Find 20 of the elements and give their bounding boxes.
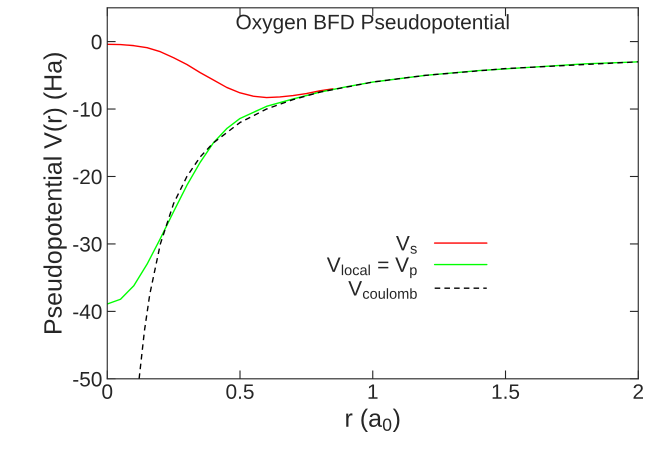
line-series (107, 44, 334, 98)
legend-label: V$_{coulomb}$ (348, 281, 417, 299)
y-tick-label: 0 (92, 34, 102, 50)
x-tick-label: 1.5 (492, 384, 520, 400)
line-series (138, 61, 638, 379)
x-tick-label: 0 (102, 384, 112, 400)
x-tick-label: 0.5 (226, 384, 254, 400)
y-tick-label: -50 (73, 372, 102, 387)
y-axis-title: Pseudopotential V(r) (Ha) (43, 53, 67, 334)
legend-label: V$_{local}$ = V$_{p}$ (326, 257, 417, 278)
y-tick-label: -40 (73, 304, 102, 320)
chart-title: Oxygen BFD Pseudopotential (236, 14, 509, 34)
y-tick-label: -10 (73, 102, 102, 117)
y-tick-label: -20 (73, 169, 102, 184)
y-tick-label: -30 (73, 236, 102, 252)
x-tick-label: 1 (368, 384, 378, 399)
x-axis-title: r (a$_{0}$) (346, 408, 400, 432)
legend-label: V$_{s}$ (396, 236, 417, 254)
x-tick-label: 2 (634, 384, 644, 399)
line-series (107, 61, 638, 305)
